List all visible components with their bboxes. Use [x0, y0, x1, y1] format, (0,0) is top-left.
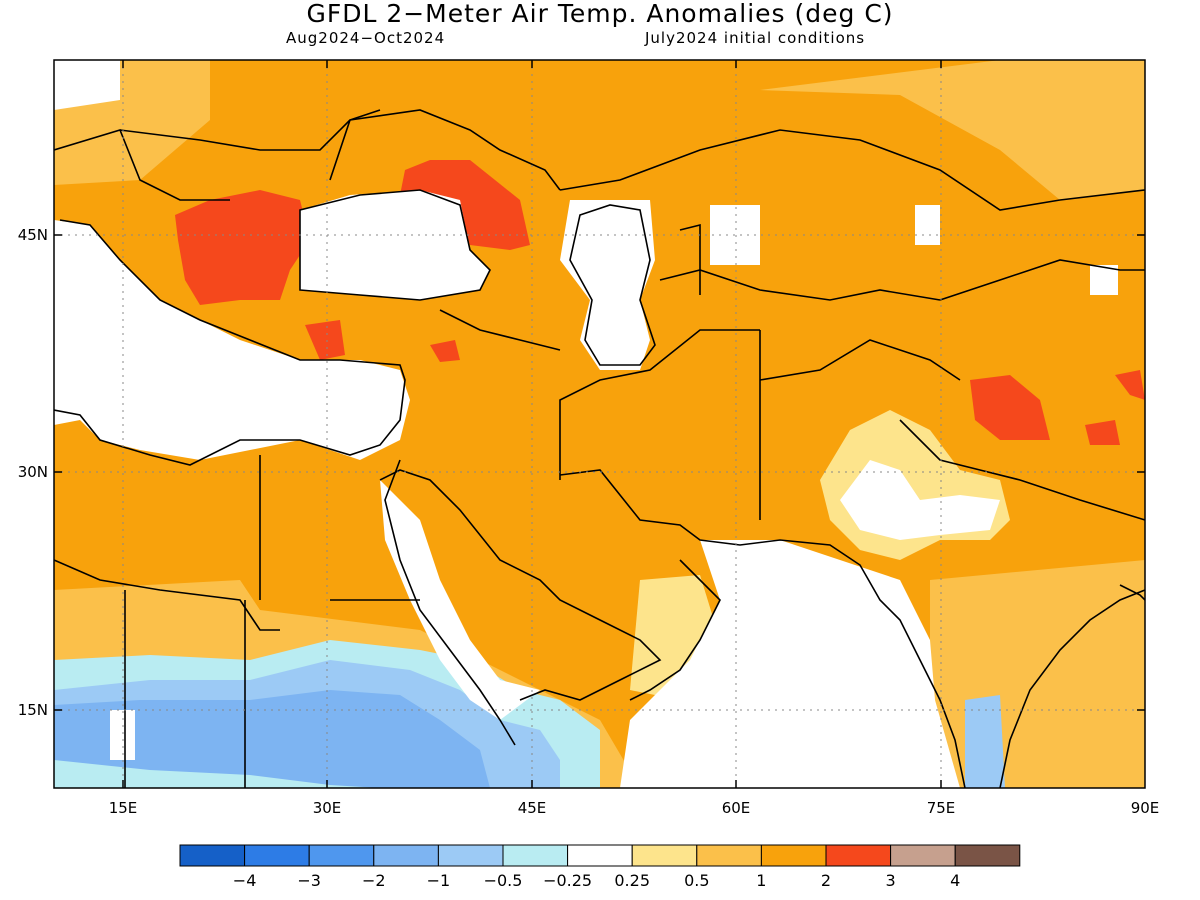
field-hot-himalaya	[970, 375, 1050, 440]
lat-label: 30N	[18, 463, 48, 481]
field-missing-balkhash	[915, 205, 940, 245]
colorbar-label: 0.25	[614, 871, 650, 890]
colorbar-swatch	[696, 844, 762, 867]
colorbar-swatch	[502, 844, 569, 867]
field-hot-tibet-east	[1115, 370, 1145, 400]
colorbar-label: −0.25	[543, 871, 592, 890]
colorbar-label: 4	[950, 871, 960, 890]
colorbar-label: −0.5	[484, 871, 523, 890]
field-neutral-nw-india	[840, 460, 1000, 540]
field-cool-india-south	[965, 695, 1005, 788]
initial-conditions: July2024 initial conditions	[645, 29, 866, 47]
lon-label: 30E	[313, 799, 342, 817]
colorbar-swatch	[567, 844, 633, 867]
map-frame	[53, 59, 1146, 789]
field-neutral-red-sea	[380, 480, 540, 720]
map-field	[54, 60, 1145, 788]
colorbar-label: −2	[362, 871, 386, 890]
field-neutral-caspian	[560, 200, 655, 370]
chart-title: GFDL 2−Meter Air Temp. Anomalies (deg C)	[306, 0, 894, 28]
coastlines	[54, 109, 1145, 788]
colorbar-label: −4	[233, 871, 257, 890]
lat-label: 45N	[18, 226, 48, 244]
colorbar-swatch	[437, 844, 504, 867]
colorbar-swatch	[308, 844, 375, 867]
lon-label: 15E	[109, 799, 138, 817]
field-patch-0.5to1	[930, 560, 1145, 788]
colorbar-swatch	[890, 844, 956, 867]
forecast-period: Aug2024−Oct2024	[286, 29, 446, 47]
lon-label: 75E	[927, 799, 956, 817]
axis-ticks	[54, 60, 1145, 788]
field-hot-turkey	[305, 320, 345, 360]
lon-label: 60E	[722, 799, 751, 817]
field-patch-0.5to1	[760, 60, 1145, 200]
colorbar-label: −3	[297, 871, 321, 890]
colorbar-swatch	[825, 844, 892, 867]
colorbar-swatch	[373, 844, 439, 867]
field-neutral-mediterranean	[54, 220, 410, 460]
field-neutral-arabian-sea	[620, 540, 960, 788]
colorbar-swatch	[179, 844, 246, 867]
lon-label: 45E	[518, 799, 547, 817]
field-hot-turkey-east	[430, 340, 460, 362]
colorbar-swatch	[244, 844, 310, 867]
field-cool-1	[54, 690, 490, 788]
colorbar-label: 3	[886, 871, 896, 890]
colorbar-label: 1	[756, 871, 766, 890]
colorbar-label: −1	[427, 871, 451, 890]
field-hot-tibet	[1085, 420, 1120, 445]
field-missing-tibet	[1090, 265, 1118, 295]
graticule	[54, 60, 1145, 788]
field-neutral-black-sea	[300, 190, 490, 300]
colorbar: −4 −3 −2 −1 −0.5 −0.25 0.25 0.5 1 2 3 4	[179, 844, 1021, 890]
colorbar-swatch	[760, 844, 827, 867]
colorbar-swatch	[954, 844, 1021, 867]
field-missing-nw	[54, 60, 120, 110]
field-hot-russia	[400, 160, 530, 250]
field-missing-chad	[110, 710, 135, 760]
field-hot-balkans	[175, 190, 310, 305]
field-cool-0.25b	[54, 760, 380, 788]
colorbar-label: 2	[821, 871, 831, 890]
colorbar-swatch	[631, 844, 698, 867]
colorbar-label: 0.5	[684, 871, 709, 890]
lat-label: 15N	[18, 701, 48, 719]
lon-label: 90E	[1131, 799, 1160, 817]
